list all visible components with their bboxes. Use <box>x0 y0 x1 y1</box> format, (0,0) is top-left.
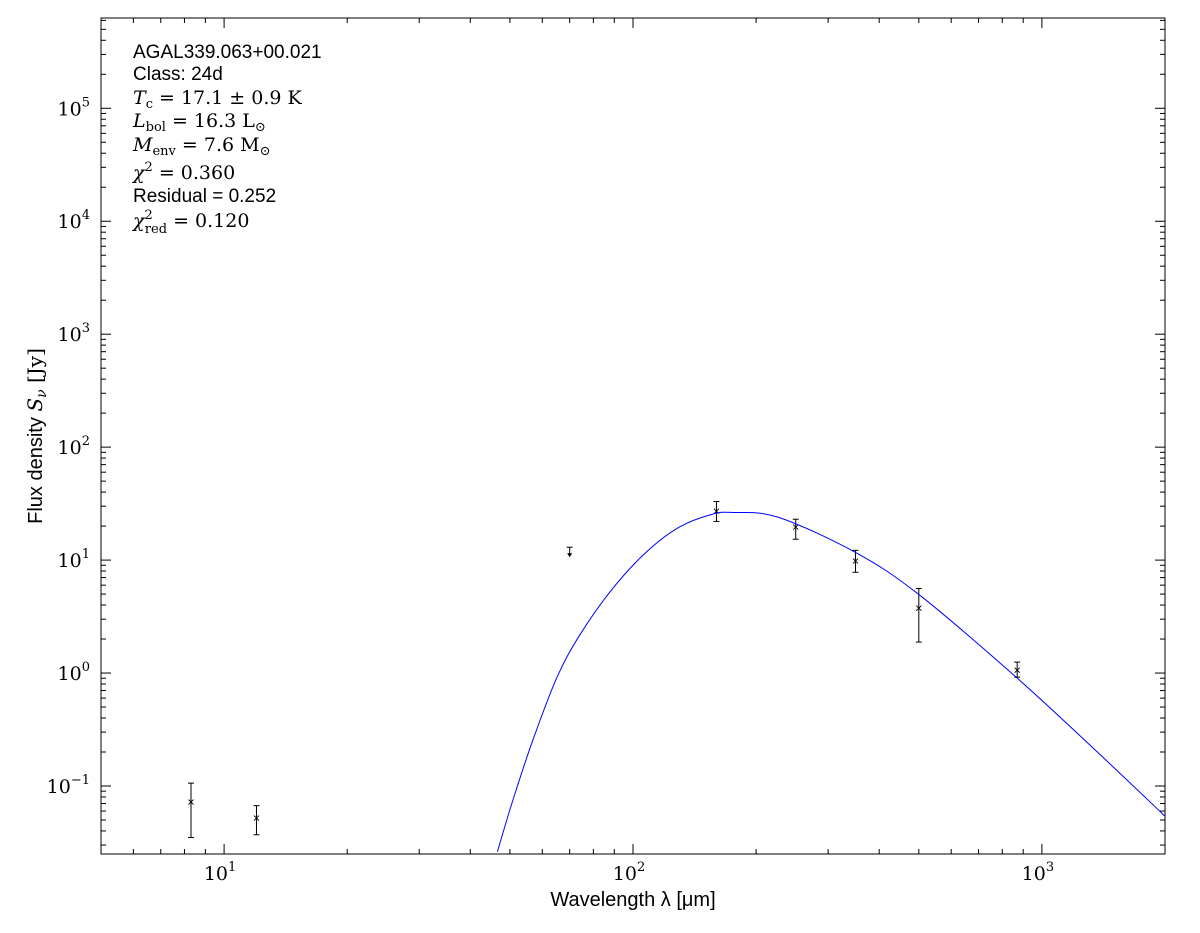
plot-area <box>188 501 1165 852</box>
annotation-part: = 0.120 <box>167 210 249 232</box>
x-marker <box>1014 667 1020 674</box>
axis-ticks <box>100 18 1166 854</box>
data-point <box>188 782 195 838</box>
data-point <box>915 588 922 643</box>
x-marker <box>915 605 922 612</box>
x-marker <box>188 799 194 805</box>
annotation-part: = 0.360 <box>153 162 235 184</box>
annotation-part: env <box>152 144 176 159</box>
annotation-part: 2 <box>145 160 153 175</box>
y-tick-label: 100 <box>58 660 90 685</box>
data-point <box>852 549 859 573</box>
axes-frame <box>100 17 1166 855</box>
y-axis-label: Flux density Sν [Jy] <box>23 348 50 524</box>
y-tick-label: 101 <box>58 547 90 572</box>
x-marker <box>253 815 260 821</box>
annotation-part: T <box>133 87 147 109</box>
data-point <box>792 518 799 540</box>
annotation-part: c <box>146 97 153 112</box>
annotation-part: Class: 24d <box>133 64 223 85</box>
y-tick-label: 103 <box>58 321 90 346</box>
annotation-line: Tc = 17.1 ± 0.9 K <box>133 87 303 112</box>
x-axis-label: Wavelength λ [μm] <box>550 889 715 911</box>
annotation-line: AGAL339.063+00.021 <box>133 42 322 63</box>
annotation-line: Menv = 7.6 M⊙ <box>132 134 271 159</box>
annotation-part: L <box>132 110 146 132</box>
annotation-part: χ <box>131 162 146 184</box>
y-tick-label: 104 <box>58 208 90 233</box>
y-tick-label: 102 <box>58 434 90 459</box>
x-tick-label: 103 <box>1022 860 1054 885</box>
y-tick-label: 10−1 <box>47 773 90 798</box>
annotation-part: = 16.3 L <box>166 110 255 132</box>
annotation-part: bol <box>146 120 166 135</box>
x-marker <box>852 558 859 564</box>
annotation-part: AGAL339.063+00.021 <box>133 42 322 63</box>
upper-limit-arrow <box>567 553 573 558</box>
x-tick-label: 102 <box>613 860 645 885</box>
x-tick-label: 101 <box>204 860 236 885</box>
annotation-part: red <box>145 222 167 237</box>
annotation-line: Lbol = 16.3 L⊙ <box>132 110 266 135</box>
x-tick-labels: 101 102 103 <box>204 860 1054 885</box>
x-marker <box>792 524 799 530</box>
data-point <box>253 805 260 836</box>
annotation-part: Residual = 0.252 <box>133 186 276 207</box>
annotation-part: = 17.1 ± 0.9 K <box>153 87 303 109</box>
annotation-line: χ2 red = 0.120 <box>131 208 249 237</box>
annotation-part: ⊙ <box>255 120 266 135</box>
y-tick-labels: 10−1 100 101 102 103 104 105 <box>47 95 90 798</box>
annotation-line: χ2 = 0.360 <box>131 160 235 184</box>
annotation-part: χ <box>131 210 146 232</box>
annotation-part: = 7.6 M <box>176 134 260 156</box>
annotation-line: Class: 24d <box>133 64 223 85</box>
annotation-part: ⊙ <box>260 144 271 159</box>
annotation-part: M <box>132 134 153 156</box>
model-fit-curve <box>496 511 1165 852</box>
data-point <box>1014 661 1021 678</box>
annotation-part: 2 <box>145 208 153 223</box>
data-point <box>566 546 573 558</box>
y-tick-label: 105 <box>58 95 90 120</box>
annotation-line: Residual = 0.252 <box>133 186 276 207</box>
